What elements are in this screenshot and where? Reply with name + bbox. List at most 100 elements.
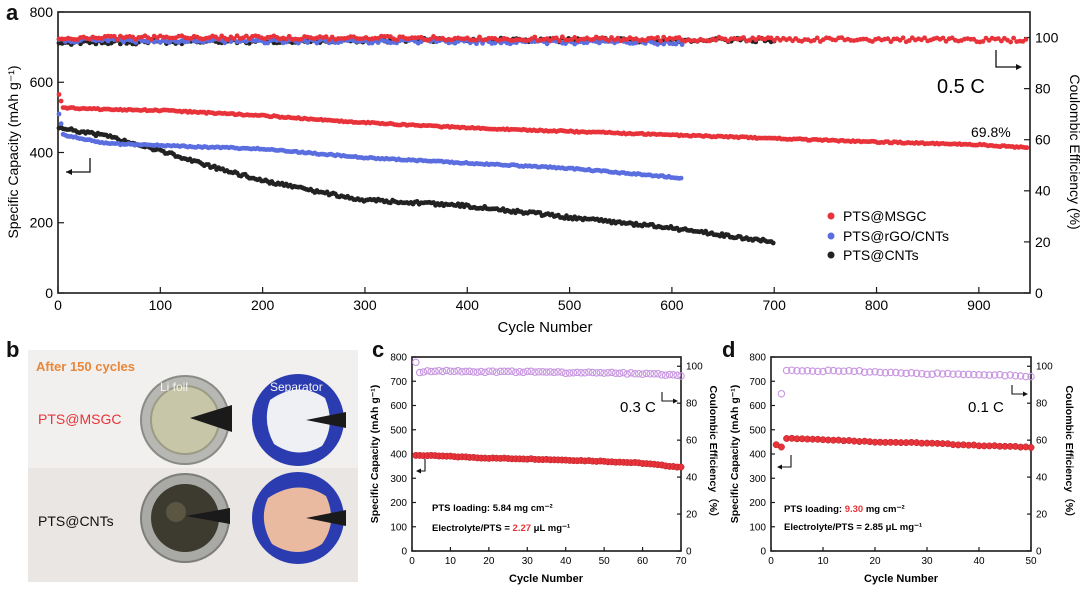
ce-point xyxy=(519,368,528,377)
x-tick-label: 70 xyxy=(675,556,687,567)
ce-point xyxy=(286,33,292,39)
ce-point xyxy=(933,369,942,377)
chart-d: d 0 10 20 30 40 50010020030040050060070080002… xyxy=(722,337,1076,585)
ce-point xyxy=(850,367,858,376)
chart-a: a 0 100 200 300 400 500 600 700 800 9000200400600… xyxy=(5,0,1080,336)
left-axis-arrow-a xyxy=(66,158,91,173)
photo-col-label-li: Li foil xyxy=(160,380,188,394)
ce-point xyxy=(871,367,879,376)
ce-point xyxy=(488,367,497,375)
y2-tick-label: 20 xyxy=(686,510,698,521)
ce-point xyxy=(431,367,439,376)
ce-point xyxy=(940,35,946,41)
ce-point xyxy=(655,35,660,40)
ce-point xyxy=(829,366,838,375)
ce-point xyxy=(606,38,611,44)
ce-point xyxy=(542,368,551,376)
ce-point xyxy=(1016,372,1025,380)
ce-point xyxy=(504,367,512,376)
ce-point xyxy=(782,366,791,375)
ce-point xyxy=(1001,371,1009,380)
x-tick-label: 600 xyxy=(660,297,684,313)
ce-point xyxy=(669,371,678,379)
ce-point xyxy=(512,368,520,377)
ce-point xyxy=(474,37,479,43)
y-tick-label: 800 xyxy=(749,353,766,364)
ce-point xyxy=(465,367,474,376)
ce-point xyxy=(427,367,435,376)
axes-d: 0 10 20 30 40 5001002003004005006007008000204… xyxy=(749,353,1053,568)
axes-a: 0 100 200 300 400 500 600 700 800 900020040060080… xyxy=(30,4,1059,313)
y-tick-label: 800 xyxy=(390,353,407,364)
capacity-point xyxy=(58,98,64,104)
ratio-unit-c: μL mg⁻¹ xyxy=(531,523,570,534)
x-tick-label: 10 xyxy=(817,556,829,567)
series-PTS@MSGC xyxy=(56,92,1030,151)
ce-point xyxy=(900,35,906,41)
ce-point xyxy=(713,37,719,43)
legend-marker-msgc xyxy=(827,212,835,220)
y2-tick-label: 100 xyxy=(1035,29,1059,45)
capacity-point xyxy=(678,175,684,181)
ce-point xyxy=(798,367,806,375)
ce-point xyxy=(481,368,489,377)
y-tick-label: 600 xyxy=(390,401,407,412)
ce-point xyxy=(596,368,605,377)
y-tick-label: 700 xyxy=(390,377,407,388)
ce-point xyxy=(474,41,479,47)
ratio-value-d: 2.85 μL mg⁻¹ xyxy=(865,522,923,533)
ce-series-d xyxy=(777,366,1035,398)
legend-label-rgo: PTS@rGO/CNTs xyxy=(843,228,949,244)
y-tick-label: 100 xyxy=(390,522,407,533)
legend-marker-cnts xyxy=(827,251,835,259)
ce-point xyxy=(923,370,931,379)
ratio-prefix-d: Electrolyte/PTS = xyxy=(784,522,865,533)
ce-point xyxy=(1011,35,1016,41)
x-tick-label: 50 xyxy=(1025,556,1037,567)
y-tick-label: 700 xyxy=(749,377,766,388)
ce-point xyxy=(485,367,493,375)
separator-msgc-disc xyxy=(266,389,330,453)
y-axis-title-a: Specific Capacity (mAh g⁻¹) xyxy=(5,65,21,238)
ce-point xyxy=(611,369,620,377)
y-tick-label: 600 xyxy=(30,74,54,90)
ce-point xyxy=(808,367,817,375)
ce-point xyxy=(912,369,921,378)
ce-point xyxy=(442,366,451,375)
tweezers-icon xyxy=(306,510,346,526)
ce-point xyxy=(623,370,631,378)
y2-tick-label: 40 xyxy=(1036,473,1048,484)
loading-prefix-d: PTS loading: xyxy=(784,504,845,515)
ce-point xyxy=(314,40,320,46)
ce-point xyxy=(661,371,670,379)
x-tick-label: 900 xyxy=(967,297,991,313)
x-tick-label: 300 xyxy=(353,297,377,313)
ratio-value-c: 2.27 xyxy=(513,523,532,534)
ce-point xyxy=(631,369,639,378)
ce-point xyxy=(588,368,597,377)
loading-value-c: 5.84 mg cm⁻² xyxy=(493,503,553,514)
ce-point xyxy=(577,369,585,377)
y-tick-label: 300 xyxy=(749,474,766,485)
x-tick-label: 700 xyxy=(763,297,787,313)
ce-point xyxy=(814,367,822,376)
ce-point xyxy=(793,366,801,375)
ce-point xyxy=(508,367,516,375)
ce-point xyxy=(592,369,601,377)
loading-unit-d: mg cm⁻² xyxy=(863,504,904,515)
ce-point xyxy=(561,369,570,378)
ce-point xyxy=(600,369,608,377)
y-tick-label: 500 xyxy=(390,425,407,436)
ce-point xyxy=(654,369,662,378)
ce-point xyxy=(535,368,543,376)
x-tick-label: 50 xyxy=(599,556,611,567)
x-tick-label: 0 xyxy=(409,556,415,567)
ce-point xyxy=(458,367,466,376)
ce-point xyxy=(556,38,562,44)
legend-a: PTS@MSGC PTS@rGO/CNTs PTS@CNTs xyxy=(827,208,949,263)
ce-point xyxy=(673,41,679,47)
ce-point xyxy=(585,368,593,376)
ce-series-group-a xyxy=(56,33,1029,47)
photo-col-label-separator: Separator xyxy=(270,380,323,394)
